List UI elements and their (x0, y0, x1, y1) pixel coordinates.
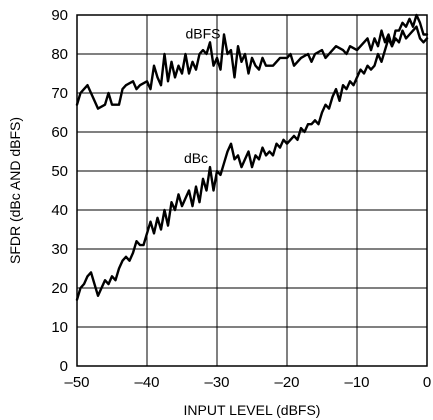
y-tick-label: 60 (51, 124, 68, 141)
x-tick-label: –10 (344, 374, 369, 391)
y-tick-label: 10 (51, 319, 68, 336)
y-tick-label: 70 (51, 85, 68, 102)
y-tick-label: 50 (51, 163, 68, 180)
x-tick-label: –40 (134, 374, 159, 391)
y-tick-label: 0 (60, 358, 68, 375)
plot-frame (76, 14, 428, 367)
y-tick-label: 40 (51, 202, 68, 219)
x-tick-label: –50 (64, 374, 89, 391)
y-tick-label: 80 (51, 46, 68, 63)
series-label-dbc: dBc (184, 150, 208, 166)
series-line-dbc (75, 25, 429, 301)
y-axis-title: SFDR (dBc AND dBFS) (7, 117, 23, 264)
y-tick-label: 90 (51, 7, 68, 24)
series-line-dbfs (75, 13, 429, 110)
series-annotations: dBFS dBc (184, 25, 221, 166)
x-tick-label: 0 (423, 374, 431, 391)
x-tick-label: –30 (204, 374, 229, 391)
y-tick-label: 30 (51, 241, 68, 258)
x-axis-title: INPUT LEVEL (dBFS) (184, 402, 321, 418)
x-tick-label: –20 (274, 374, 299, 391)
x-tick-labels: –50 –40 –30 –20 –10 0 (64, 374, 431, 391)
y-tick-label: 20 (51, 280, 68, 297)
series-label-dbfs: dBFS (185, 25, 220, 41)
series-lines (75, 13, 429, 301)
grid (76, 14, 428, 367)
y-tick-labels: 0 10 20 30 40 50 60 70 80 90 (51, 7, 68, 375)
